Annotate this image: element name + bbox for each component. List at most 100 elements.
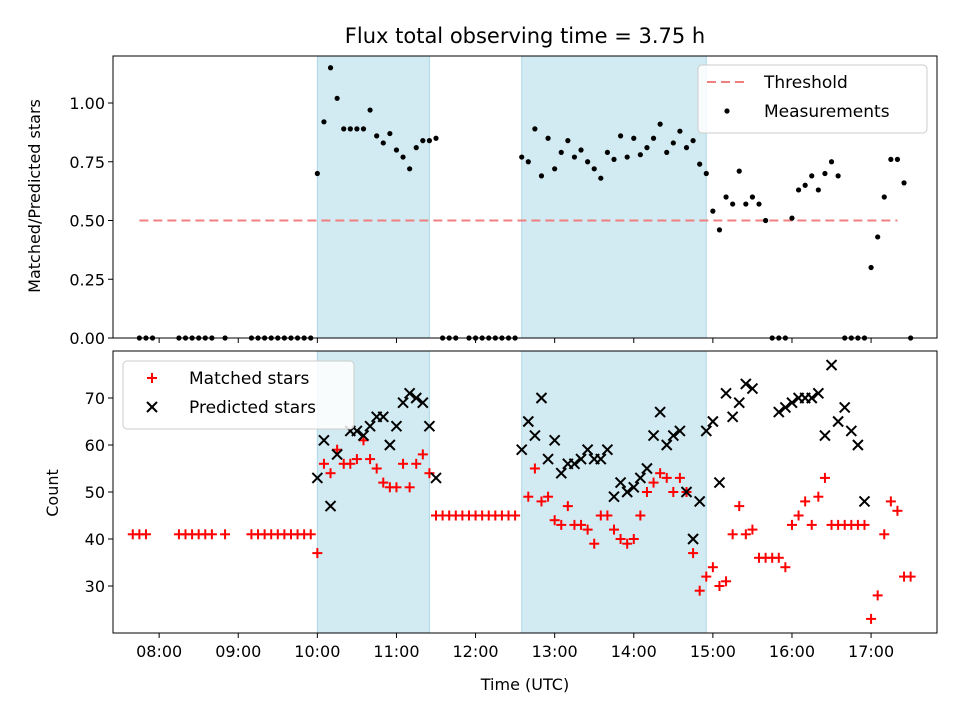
predicted-star-point: [713, 476, 726, 489]
matched-star-point: [615, 534, 626, 544]
matched-star-point: [707, 562, 718, 573]
matched-star-point: [806, 519, 817, 530]
predicted-star-point: [390, 420, 403, 432]
matched-star-point: [543, 491, 554, 502]
predicted-star-point: [687, 533, 699, 545]
measurement-point: [552, 166, 558, 172]
bottom-panel: 30 40 50 60 70 08:00 09:00 10:00 11:00 12:00 13:00…: [85, 350, 938, 661]
predicted-star-point: [707, 415, 719, 428]
matched-star-point: [318, 458, 329, 469]
measurement-point: [585, 159, 591, 165]
measurement-point: [795, 187, 802, 193]
predicted-star-point: [575, 453, 587, 465]
top-panel: 0.00 0.25 0.50 0.75 1.00 Threshold Measurement…: [69, 55, 938, 348]
matched-star-point: [628, 534, 639, 544]
measurement-point: [387, 130, 393, 137]
measurement-point: [617, 133, 624, 139]
predicted-star-point: [423, 420, 436, 432]
legend-label: Threshold: [763, 73, 848, 93]
matched-star-point: [576, 519, 587, 530]
measurement-point: [327, 65, 334, 71]
matched-star-point: [140, 529, 151, 540]
predicted-star-point: [641, 462, 653, 475]
matched-star-point: [714, 581, 725, 591]
matched-star-point: [866, 613, 877, 624]
measurement-point: [683, 145, 690, 151]
predicted-star-point: [311, 472, 324, 484]
shaded-interval: [521, 55, 707, 339]
matched-star-point: [529, 463, 540, 474]
measurement-point: [558, 149, 564, 155]
matched-star-point: [510, 510, 521, 521]
measurement-point: [835, 173, 841, 179]
x-tick-label: 11:00: [373, 642, 419, 661]
predicted-star-point: [364, 420, 376, 432]
measurement-point: [690, 138, 696, 144]
y-tick-label: 60: [85, 436, 105, 455]
predicted-star-point: [595, 453, 607, 465]
predicted-star-point: [410, 392, 422, 404]
predicted-star-point: [542, 453, 554, 465]
predicted-star-point: [417, 396, 429, 409]
predicted-star-point: [430, 472, 442, 484]
measurement-point: [360, 126, 367, 132]
measurement-point: [532, 126, 538, 132]
predicted-star-point: [726, 411, 739, 423]
measurement-point: [565, 138, 571, 144]
measurement-point: [657, 121, 663, 127]
measurement-point: [710, 208, 716, 214]
measurement-point: [736, 168, 742, 174]
measurement-point: [538, 173, 545, 179]
predicted-star-point: [806, 392, 818, 404]
measurement-point: [650, 135, 657, 141]
measurement-point: [703, 170, 709, 177]
y-tick-label: 0.00: [69, 329, 105, 348]
predicted-star-point: [529, 429, 541, 442]
matched-star-point: [325, 468, 336, 479]
legend-matched-marker: [147, 373, 157, 383]
measurement-point: [901, 180, 907, 186]
measurement-point: [756, 201, 762, 207]
predicted-star-point: [733, 396, 745, 409]
matched-star-point: [424, 468, 435, 479]
matched-star-point: [655, 468, 666, 479]
predicted-star-point: [812, 387, 825, 400]
predicted-star-point: [403, 387, 416, 400]
x-tick-label: 17:00: [848, 642, 894, 661]
measurement-point: [809, 173, 815, 179]
matched-star-point: [694, 585, 705, 596]
legend: Matched stars Predicted stars: [122, 360, 355, 430]
measurement-point: [571, 154, 578, 160]
measurement-point: [697, 161, 703, 167]
matched-star-point: [562, 501, 573, 512]
matched-star-point: [688, 548, 699, 559]
matched-star-point: [892, 505, 903, 516]
measurement-point: [433, 135, 439, 141]
predicted-star-point: [852, 439, 864, 451]
measurement-point: [677, 128, 683, 134]
predicted-star-point: [773, 406, 785, 418]
measurement-point: [888, 156, 894, 162]
matched-star-point: [668, 487, 679, 497]
predicted-star-point: [357, 429, 370, 442]
matched-star-point: [220, 529, 231, 540]
measurement-point: [822, 170, 828, 177]
measurement-point: [611, 156, 617, 162]
predicted-star-point: [845, 425, 858, 437]
measurement-point: [815, 187, 821, 193]
matched-star-point: [536, 496, 547, 507]
predicted-star-point: [324, 500, 337, 512]
predicted-star-point: [384, 439, 396, 451]
predicted-star-point: [647, 429, 660, 442]
predicted-star-point: [654, 406, 666, 418]
measurement-point: [730, 201, 736, 207]
predicted-star-point: [568, 458, 581, 470]
measurement-point: [314, 170, 320, 177]
measurement-point: [868, 264, 874, 271]
matched-star-point: [885, 496, 896, 507]
measurement-point: [789, 215, 795, 221]
matched-star-point: [391, 482, 402, 493]
matched-star-point: [813, 491, 824, 502]
predicted-star-point: [825, 359, 838, 371]
matched-star-point: [589, 538, 600, 549]
